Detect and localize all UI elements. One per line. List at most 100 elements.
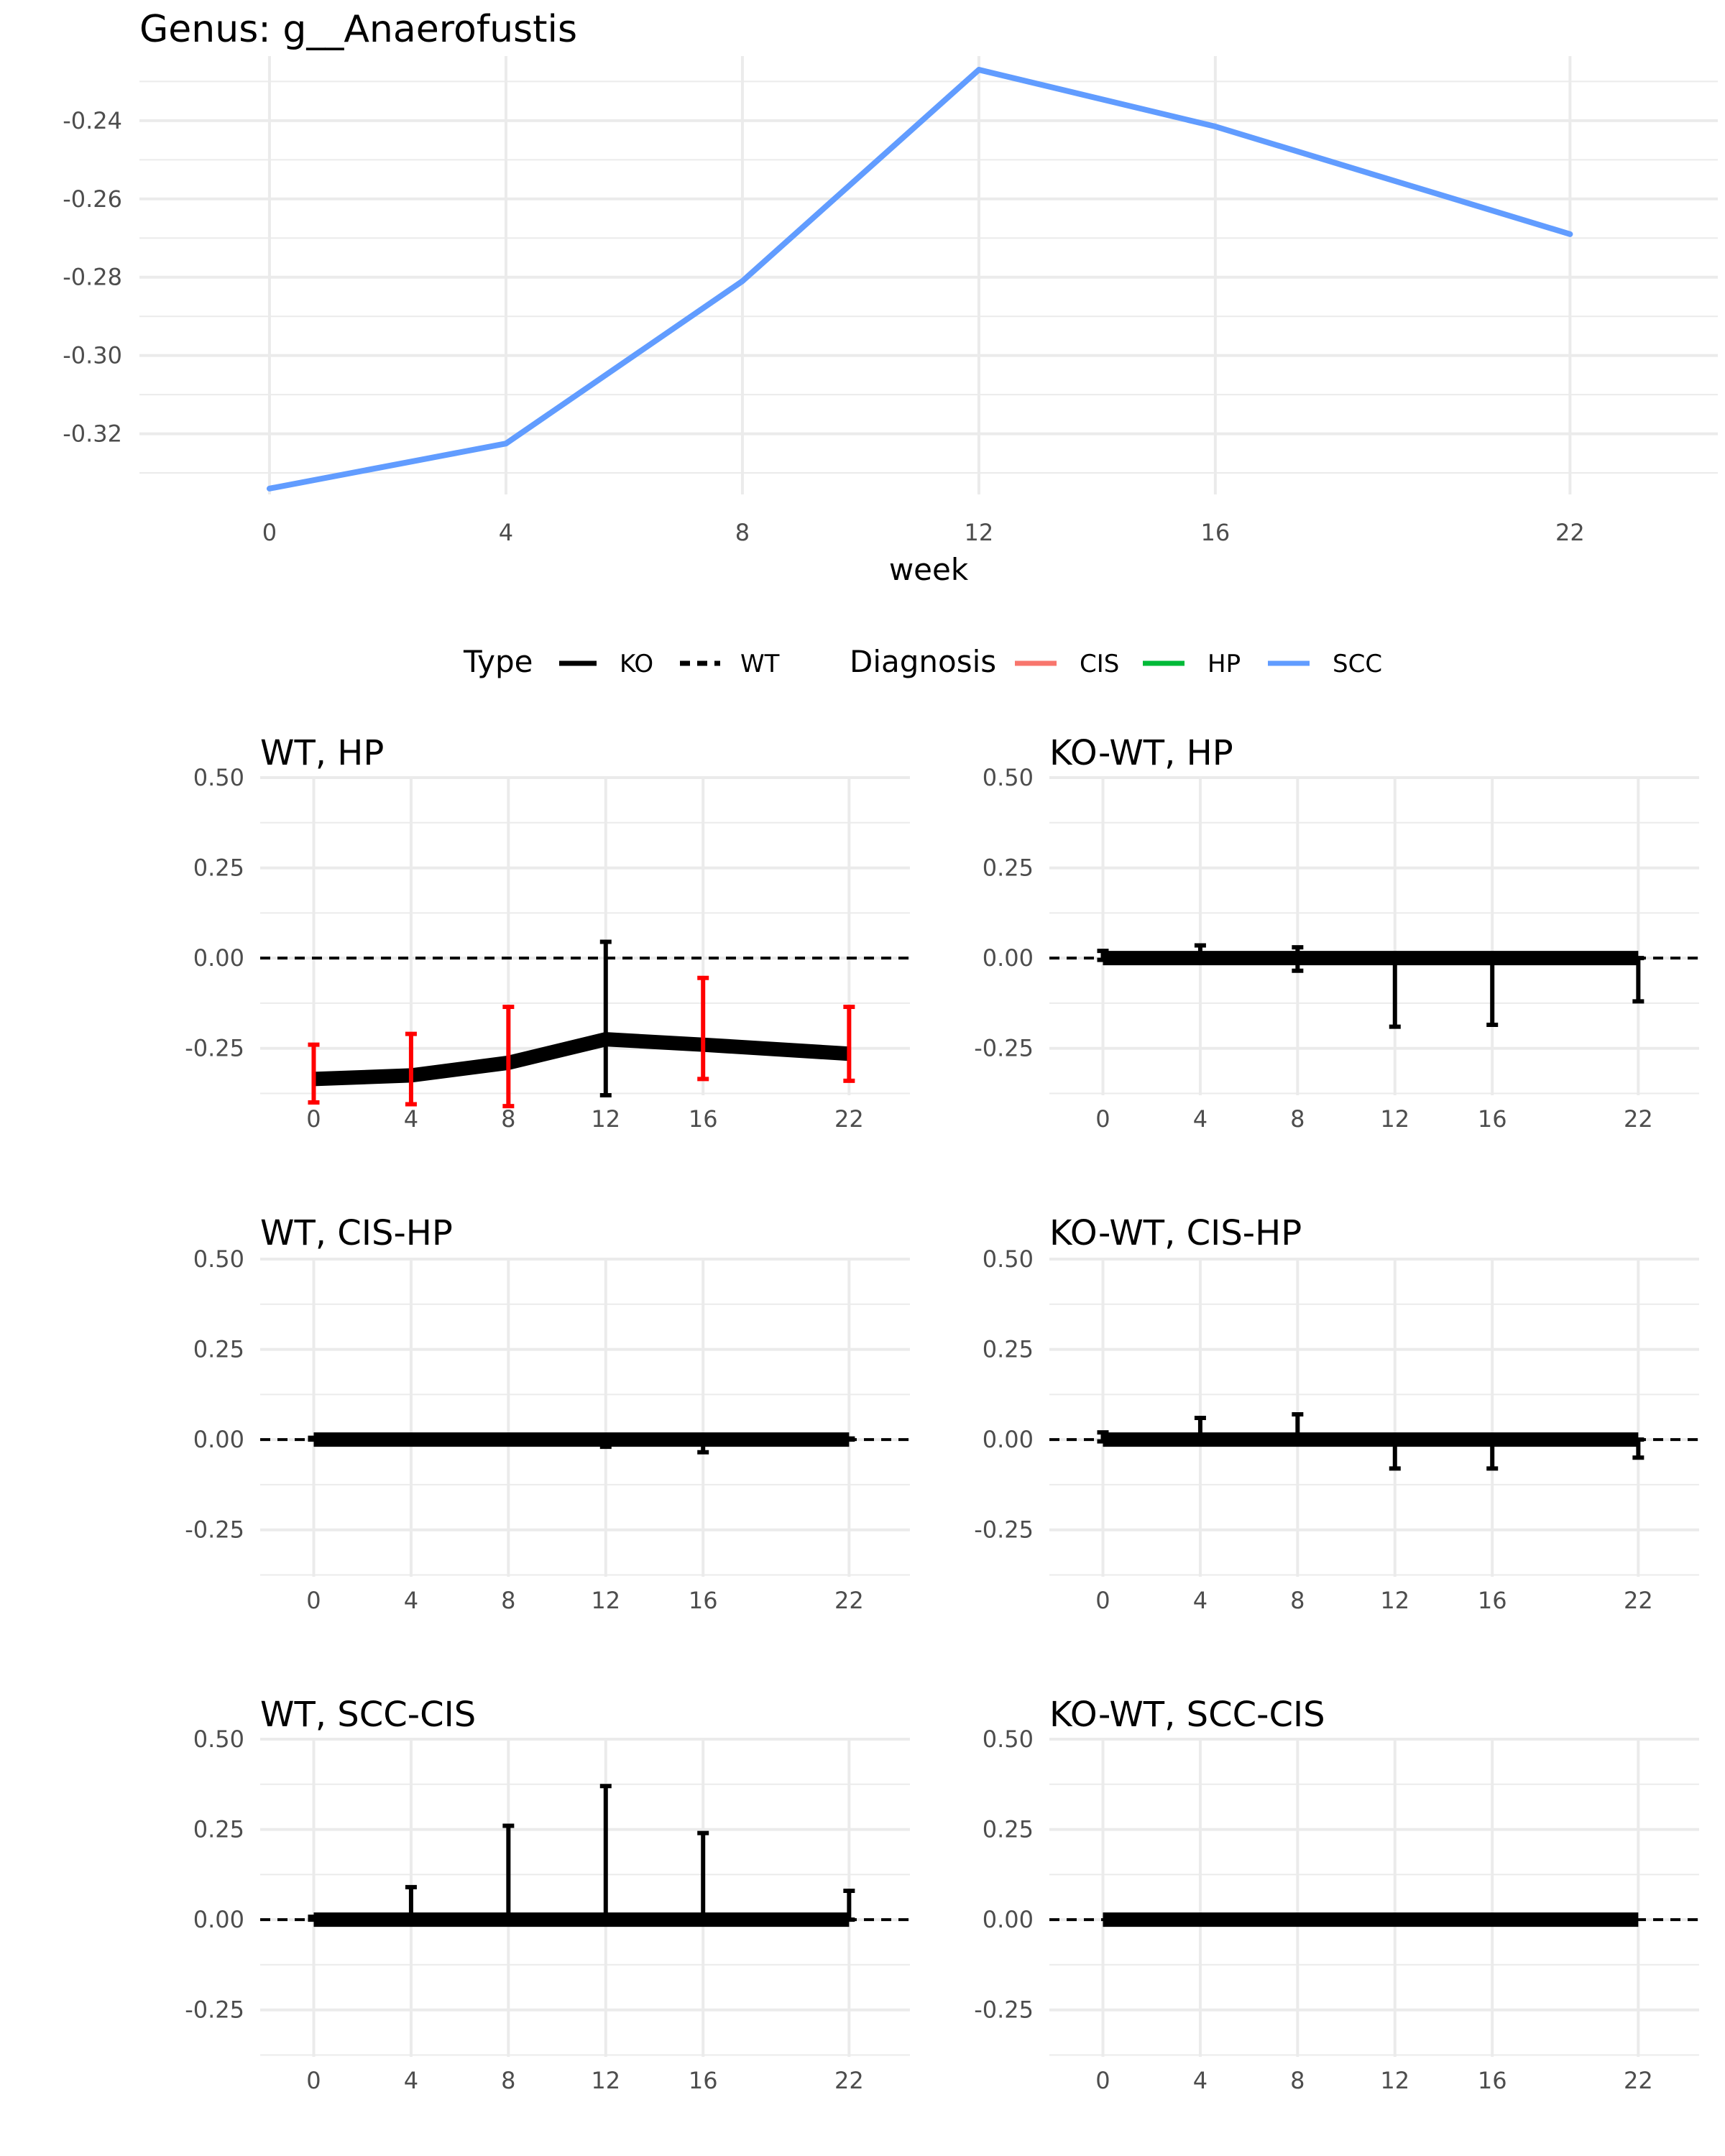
- legend-label-ko: KO: [620, 650, 653, 678]
- error-bar: [1292, 1411, 1304, 1442]
- y-tick-label: -0.25: [974, 1996, 1034, 2024]
- x-tick-label: 8: [501, 1587, 515, 1614]
- y-tick-label: -0.30: [63, 342, 122, 369]
- x-tick-label: 22: [834, 1587, 864, 1614]
- x-tick-label: 0: [306, 1105, 321, 1133]
- x-tick-label: 4: [499, 519, 513, 546]
- error-bar: [502, 1823, 515, 1922]
- error-bar: [697, 1830, 709, 1922]
- x-tick-label: 22: [1624, 2067, 1653, 2094]
- main-chart: Genus: g__Anaerofustis -0.24-0.26-0.28-0…: [63, 8, 1718, 587]
- y-tick-label: 0.00: [193, 1426, 244, 1453]
- x-tick-label: 8: [501, 2067, 515, 2094]
- x-tick-label: 8: [501, 1105, 515, 1133]
- error-bar: [1292, 945, 1304, 973]
- y-tick-label: 0.00: [983, 1906, 1034, 1933]
- panel-title: WT, HP: [260, 733, 384, 773]
- error-bar: [843, 1004, 855, 1083]
- y-tick-label: -0.24: [63, 107, 122, 134]
- error-bar: [1194, 943, 1206, 962]
- panel-title: KO-WT, HP: [1049, 733, 1233, 773]
- x-tick-label: 22: [1624, 1105, 1653, 1133]
- y-tick-label: 0.00: [193, 944, 244, 972]
- x-tick-label: 4: [1193, 1587, 1208, 1614]
- panel-title: WT, SCC-CIS: [260, 1695, 476, 1735]
- grid: [1049, 1258, 1699, 1577]
- x-tick-label: 12: [591, 1105, 620, 1133]
- x-tick-label: 16: [1201, 519, 1230, 546]
- y-tick-label: 0.25: [983, 854, 1034, 882]
- x-tick-label: 0: [1095, 2067, 1110, 2094]
- error-bar: [843, 1888, 855, 1922]
- y-tick-label: 0.25: [193, 854, 244, 882]
- error-bar: [1486, 956, 1499, 1028]
- x-tick-label: 16: [1478, 2067, 1507, 2094]
- y-tick-label: 0.25: [193, 1336, 244, 1363]
- x-tick-label: 16: [689, 1587, 718, 1614]
- y-tick-label: 0.50: [983, 764, 1034, 791]
- y-tick-label: 0.00: [983, 1426, 1034, 1453]
- y-tick-label: 0.00: [983, 944, 1034, 972]
- error-bar: [843, 1436, 855, 1442]
- error-bar: [1097, 1430, 1109, 1444]
- y-tick-label: 0.50: [193, 1245, 244, 1273]
- error-bar: [599, 1784, 612, 1922]
- grid: [260, 1738, 910, 2057]
- y-tick-label: 0.50: [983, 1245, 1034, 1273]
- error-bar: [697, 975, 709, 1082]
- chart-title: Genus: g__Anaerofustis: [139, 8, 577, 51]
- error-bar: [308, 1435, 320, 1442]
- x-tick-label: 12: [965, 519, 994, 546]
- error-bar: [1632, 956, 1644, 1004]
- x-tick-label: 12: [1380, 1587, 1409, 1614]
- x-tick-label: 16: [689, 1105, 718, 1133]
- error-bar: [1486, 1437, 1499, 1471]
- error-bar: [1097, 949, 1109, 962]
- series-lines: [266, 67, 1573, 492]
- y-tick-label: 0.50: [193, 764, 244, 791]
- x-tick-label: 4: [404, 2067, 418, 2094]
- x-tick-label: 12: [591, 1587, 620, 1614]
- error-bar: [1632, 1437, 1644, 1460]
- grid: [139, 56, 1718, 494]
- error-bar: [502, 1004, 515, 1109]
- y-tick-label: 0.00: [193, 1906, 244, 1933]
- y-tick-label: -0.25: [974, 1516, 1034, 1544]
- error-bar: [1194, 1416, 1206, 1442]
- x-tick-label: 8: [1290, 1105, 1305, 1133]
- error-bar: [405, 1884, 417, 1922]
- panel-wt-hp: WT, HP 0.50 0.25 0.00 -0.25 0 4 8 12 16 22: [185, 733, 910, 1133]
- x-axis: 0 4 8 12 16 22: [262, 519, 1585, 546]
- x-tick-label: 12: [1380, 1105, 1409, 1133]
- legend-diagnosis-title: Diagnosis: [850, 644, 996, 679]
- grid: [1049, 776, 1699, 1095]
- series-line: [313, 1032, 850, 1087]
- x-tick-label: 16: [1478, 1587, 1507, 1614]
- series-line-scc: [266, 67, 1573, 492]
- y-tick-label: -0.25: [185, 1516, 244, 1544]
- x-tick-label: 0: [306, 2067, 321, 2094]
- legend-label-cis: CIS: [1080, 650, 1119, 678]
- x-tick-label: 8: [1290, 2067, 1305, 2094]
- y-tick-label: -0.25: [974, 1035, 1034, 1062]
- error-bar: [308, 1042, 320, 1105]
- y-tick-label: -0.25: [185, 1996, 244, 2024]
- legend-label-wt: WT: [740, 650, 780, 678]
- error-bar: [599, 1437, 612, 1450]
- error-bar: [1389, 956, 1401, 1029]
- y-tick-label: -0.26: [63, 185, 122, 213]
- error-bar: [599, 939, 612, 1097]
- x-tick-label: 8: [735, 519, 750, 546]
- error-bar: [308, 1915, 320, 1922]
- x-tick-label: 22: [1624, 1587, 1653, 1614]
- panel-title: KO-WT, SCC-CIS: [1049, 1695, 1325, 1735]
- x-tick-label: 0: [1095, 1587, 1110, 1614]
- error-bar: [405, 1031, 417, 1107]
- grid: [260, 1258, 910, 1577]
- error-bar: [697, 1437, 709, 1455]
- legend-label-scc: SCC: [1333, 650, 1382, 678]
- y-tick-label: 0.50: [193, 1726, 244, 1753]
- x-tick-label: 22: [834, 1105, 864, 1133]
- legend-label-hp: HP: [1208, 650, 1241, 678]
